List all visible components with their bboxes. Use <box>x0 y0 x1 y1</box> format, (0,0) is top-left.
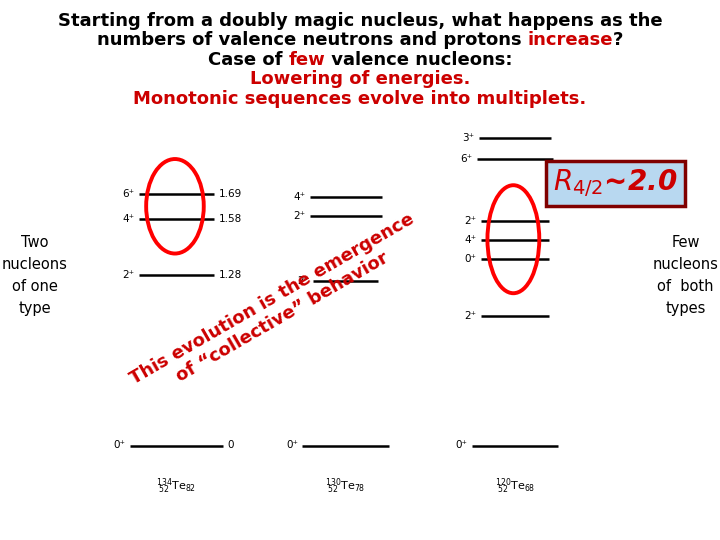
Text: 4⁺: 4⁺ <box>464 235 477 245</box>
Text: 0⁺: 0⁺ <box>286 441 298 450</box>
Text: 4⁺: 4⁺ <box>122 214 134 224</box>
Text: Monotonic sequences evolve into multiplets.: Monotonic sequences evolve into multiple… <box>133 90 587 108</box>
Text: 0⁺: 0⁺ <box>464 254 477 264</box>
Text: increase: increase <box>528 31 613 49</box>
Text: 0: 0 <box>228 441 234 450</box>
Text: 3⁺: 3⁺ <box>462 133 474 143</box>
Text: $^{134}_{\;52}$Te$_{82}$: $^{134}_{\;52}$Te$_{82}$ <box>156 476 197 496</box>
Text: $^{120}_{\;52}$Te$_{68}$: $^{120}_{\;52}$Te$_{68}$ <box>495 476 535 496</box>
Text: 6⁺: 6⁺ <box>461 154 473 164</box>
Text: valence nucleons:: valence nucleons: <box>325 51 513 69</box>
Text: numbers of valence neutrons and protons: numbers of valence neutrons and protons <box>96 31 528 49</box>
Text: $^{130}_{\;52}$Te$_{78}$: $^{130}_{\;52}$Te$_{78}$ <box>325 476 366 496</box>
Text: 2⁺: 2⁺ <box>464 217 477 226</box>
Text: $\mathit{R}$$_{4/2}$~2.0: $\mathit{R}$$_{4/2}$~2.0 <box>554 168 678 199</box>
Text: 1.28: 1.28 <box>219 271 242 280</box>
Text: 2⁺: 2⁺ <box>293 211 305 221</box>
Text: 1.69: 1.69 <box>219 190 242 199</box>
Text: Two
nucleons
of one
type: Two nucleons of one type <box>1 234 68 316</box>
Text: Few
nucleons
of  both
types: Few nucleons of both types <box>652 234 719 316</box>
Text: Case of: Case of <box>207 51 288 69</box>
Text: few: few <box>288 51 325 69</box>
Text: This evolution is the emergence
of “collective” behavior: This evolution is the emergence of “coll… <box>127 210 428 406</box>
Text: 4⁺: 4⁺ <box>293 192 305 202</box>
Text: 0⁺: 0⁺ <box>455 441 467 450</box>
Text: 2⁺: 2⁺ <box>297 276 309 286</box>
Text: 1.58: 1.58 <box>219 214 242 224</box>
Text: 2⁺: 2⁺ <box>122 271 134 280</box>
Text: Lowering of energies.: Lowering of energies. <box>250 70 470 88</box>
Text: 6⁺: 6⁺ <box>122 190 134 199</box>
Text: ?: ? <box>613 31 624 49</box>
Text: Starting from a doubly magic nucleus, what happens as the: Starting from a doubly magic nucleus, wh… <box>58 12 662 30</box>
Text: 2⁺: 2⁺ <box>464 311 477 321</box>
Text: 0⁺: 0⁺ <box>113 441 125 450</box>
